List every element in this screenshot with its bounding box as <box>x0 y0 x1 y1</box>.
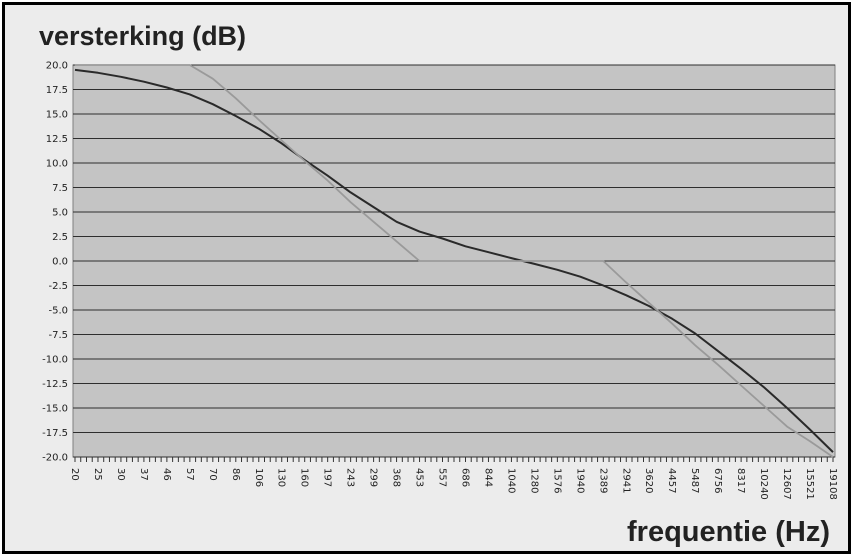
chart: versterking (dB) 20.0 17.5 15.0 12.5 10.0 7.5… <box>39 21 838 548</box>
x-tick-label: 4457 <box>666 468 677 493</box>
y-tick-label: 15.0 <box>46 110 68 121</box>
y-tick-label: 12.5 <box>46 134 68 145</box>
y-tick-label: -2.5 <box>48 281 68 292</box>
x-tick-label: 3620 <box>643 468 654 493</box>
x-tick-label: 10240 <box>758 468 769 500</box>
y-tick-label: 10.0 <box>46 159 68 170</box>
series-line-1 <box>74 68 834 453</box>
x-tick-label: 299 <box>368 468 379 487</box>
y-tick-label: 20.0 <box>46 61 68 72</box>
x-tick-label: 19108 <box>827 468 838 500</box>
x-tick-label: 368 <box>391 468 402 487</box>
y-tick-label: -20.0 <box>42 453 68 464</box>
x-tick-label: 12607 <box>781 468 792 500</box>
chart-frame: versterking (dB) 20.0 17.5 15.0 12.5 10.0 7.5… <box>2 2 851 554</box>
x-tick-label: 30 <box>115 468 126 481</box>
x-tick-label: 686 <box>459 468 470 487</box>
x-tick-label: 46 <box>161 468 172 481</box>
y-tick-label: -17.5 <box>42 428 68 439</box>
x-tick-label: 5487 <box>689 468 700 493</box>
x-tick-label: 1040 <box>505 468 516 493</box>
y-tick-label: -12.5 <box>42 379 68 390</box>
x-tick-label: 70 <box>207 468 218 481</box>
y-tick-label: -15.0 <box>42 404 68 415</box>
x-tick-label: 37 <box>138 468 149 481</box>
x-tick-label: 15521 <box>804 468 815 500</box>
y-tick-label: -10.0 <box>42 355 68 366</box>
y-tick-label: 0.0 <box>52 257 68 268</box>
y-tick-labels: 20.0 17.5 15.0 12.5 10.0 7.5 5.0 2.5 0.0 -2.5 -5.0… <box>42 61 68 464</box>
y-tick-label: 2.5 <box>52 232 68 243</box>
x-tick-label: 25 <box>92 468 103 481</box>
y-tick-label: 7.5 <box>52 183 68 194</box>
x-tick-label: 20 <box>69 468 80 481</box>
x-tick-label: 453 <box>414 468 425 487</box>
x-tick-label: 57 <box>184 468 195 481</box>
series-line-2 <box>75 64 834 458</box>
x-tick-label: 197 <box>322 468 333 487</box>
series-lines <box>74 64 834 458</box>
x-tick-label: 1940 <box>574 468 585 493</box>
x-tick-label: 6756 <box>712 468 723 493</box>
x-tick-label: 8317 <box>735 468 746 493</box>
x-tick-label: 2389 <box>597 468 608 493</box>
y-axis-label: versterking (dB) <box>39 21 246 51</box>
y-tick-label: 17.5 <box>46 85 68 96</box>
x-tick-label: 106 <box>253 468 264 487</box>
x-tick-label: 160 <box>299 468 310 487</box>
x-tick-label: 844 <box>482 468 493 487</box>
x-axis-label: frequentie (Hz) <box>627 516 830 548</box>
x-tick-label: 1576 <box>551 468 562 493</box>
y-tick-label: 5.0 <box>52 208 68 219</box>
y-tick-label: -7.5 <box>48 330 68 341</box>
x-tick-label: 1280 <box>528 468 539 493</box>
x-tick-label: 243 <box>345 468 356 487</box>
x-tick-label: 86 <box>230 468 241 481</box>
x-tick-label: 130 <box>276 468 287 487</box>
x-tick-label: 2941 <box>620 468 631 493</box>
x-tick-label: 557 <box>437 468 448 487</box>
y-tick-label: -5.0 <box>48 306 68 317</box>
x-tick-labels: 20 25 30 37 46 57 70 86 106 130 160 197 243 299 368 453… <box>69 468 838 500</box>
